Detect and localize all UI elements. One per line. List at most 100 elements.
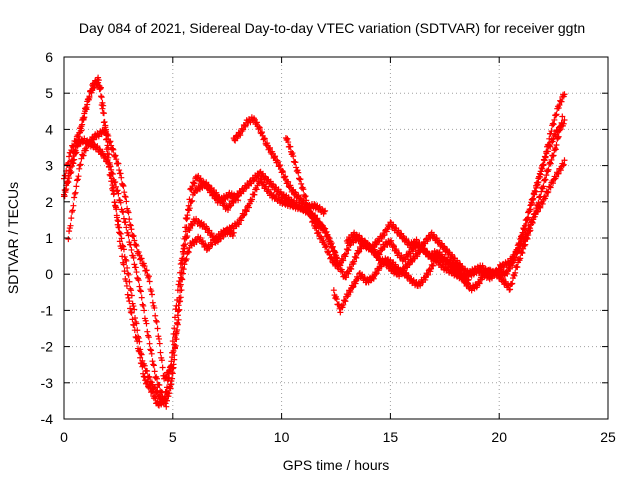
data-point xyxy=(171,352,178,359)
data-point xyxy=(172,342,179,349)
data-point xyxy=(511,254,518,261)
data-point xyxy=(264,140,271,147)
data-point xyxy=(378,247,385,254)
data-point xyxy=(109,145,116,152)
data-point xyxy=(548,156,555,163)
data-point xyxy=(123,224,130,231)
data-point xyxy=(548,128,555,135)
data-point xyxy=(229,232,236,239)
data-point xyxy=(227,202,234,209)
data-point xyxy=(148,350,155,357)
data-point xyxy=(169,369,176,376)
data-point xyxy=(514,248,521,255)
data-point xyxy=(526,208,533,215)
data-point xyxy=(560,162,567,169)
data-point xyxy=(320,224,327,231)
data-point xyxy=(538,188,545,195)
data-point xyxy=(369,243,376,250)
data-point xyxy=(138,294,145,301)
data-point xyxy=(143,320,150,327)
data-point xyxy=(151,368,158,375)
data-point xyxy=(290,153,297,160)
x-tick-label: 15 xyxy=(383,429,399,445)
data-point xyxy=(378,235,385,242)
data-point xyxy=(102,124,109,131)
data-point xyxy=(123,278,130,285)
data-point xyxy=(130,232,137,239)
data-point xyxy=(433,255,440,262)
data-point xyxy=(154,325,161,332)
data-point xyxy=(174,327,181,334)
data-point xyxy=(300,186,307,193)
data-point xyxy=(197,234,204,241)
data-point xyxy=(127,305,134,312)
data-point xyxy=(224,206,231,213)
data-point xyxy=(284,135,291,142)
data-point xyxy=(547,160,554,167)
data-point xyxy=(245,181,252,188)
data-point xyxy=(521,222,528,229)
grid-layer xyxy=(64,57,608,419)
data-point xyxy=(186,196,193,203)
data-point xyxy=(70,152,77,159)
data-point xyxy=(330,287,337,294)
data-point xyxy=(517,233,524,240)
data-point xyxy=(559,113,566,120)
data-point xyxy=(557,167,564,174)
data-point xyxy=(218,230,225,237)
data-point xyxy=(77,161,84,168)
data-point xyxy=(128,226,135,233)
data-point xyxy=(381,231,388,238)
data-point xyxy=(256,124,263,131)
data-point xyxy=(333,254,340,261)
data-point xyxy=(178,275,185,282)
data-point xyxy=(443,256,450,263)
data-point xyxy=(76,129,83,136)
data-point xyxy=(249,196,256,203)
data-point xyxy=(170,361,177,368)
data-point xyxy=(390,221,397,228)
data-point xyxy=(119,181,126,188)
data-point xyxy=(542,154,549,161)
data-point xyxy=(108,142,115,149)
data-point xyxy=(536,203,543,210)
data-point xyxy=(546,142,553,149)
data-point xyxy=(124,291,131,298)
data-point xyxy=(126,298,133,305)
data-point xyxy=(529,195,536,202)
data-point xyxy=(115,160,122,167)
data-point xyxy=(175,307,182,314)
data-point xyxy=(114,217,121,224)
data-point xyxy=(303,197,310,204)
data-point xyxy=(561,91,568,98)
y-tick-label: -2 xyxy=(41,339,54,355)
data-point xyxy=(178,287,185,294)
data-point xyxy=(120,261,127,268)
data-point xyxy=(159,364,166,371)
data-point xyxy=(182,228,189,235)
data-point xyxy=(322,207,329,214)
data-point xyxy=(111,179,118,186)
data-point xyxy=(173,336,180,343)
data-point xyxy=(68,215,75,222)
data-point xyxy=(67,149,74,156)
data-point xyxy=(175,302,182,309)
data-point xyxy=(162,374,169,381)
chart-title: Day 084 of 2021, Sidereal Day-to-day VTE… xyxy=(79,20,585,36)
data-point xyxy=(72,147,79,154)
data-point xyxy=(138,351,145,358)
data-point xyxy=(124,229,131,236)
data-point xyxy=(125,294,132,301)
data-point xyxy=(373,241,380,248)
data-point xyxy=(107,138,114,145)
data-point xyxy=(121,268,128,275)
data-point xyxy=(139,301,146,308)
data-point xyxy=(132,315,139,322)
data-point xyxy=(259,129,266,136)
data-point xyxy=(359,271,366,278)
data-point xyxy=(120,215,127,222)
data-point xyxy=(533,182,540,189)
data-point xyxy=(115,218,122,225)
data-point xyxy=(152,312,159,319)
data-point xyxy=(340,257,347,264)
